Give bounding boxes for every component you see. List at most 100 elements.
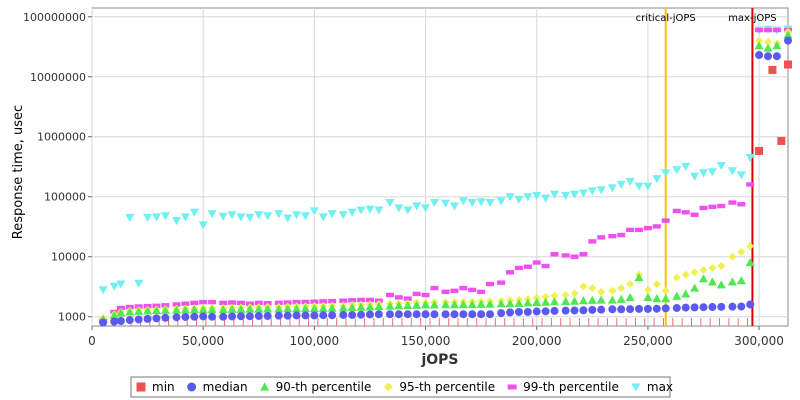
data-point xyxy=(110,317,119,326)
data-point xyxy=(365,297,374,303)
data-point xyxy=(745,153,755,163)
data-point xyxy=(394,204,404,213)
data-point xyxy=(561,191,571,200)
data-point xyxy=(403,206,413,215)
data-point xyxy=(643,182,653,191)
data-point xyxy=(768,65,777,74)
data-point xyxy=(746,182,755,187)
data-point xyxy=(736,171,746,180)
data-point xyxy=(652,280,661,289)
data-point xyxy=(541,263,550,269)
x-tick-label: 250,000 xyxy=(623,334,673,348)
data-point xyxy=(550,190,560,199)
data-point xyxy=(429,198,439,208)
data-point xyxy=(523,193,533,202)
data-point xyxy=(690,268,699,277)
data-point xyxy=(716,162,726,171)
data-point xyxy=(477,310,486,319)
data-point xyxy=(541,307,550,316)
x-tick-label: 100,000 xyxy=(290,334,340,348)
data-point xyxy=(468,287,477,293)
data-point xyxy=(227,304,237,313)
data-point xyxy=(672,166,682,175)
data-point xyxy=(328,298,337,304)
data-point xyxy=(467,299,477,309)
y-tick-label: 100000 xyxy=(44,191,86,204)
x-axis-ticks: 0 50,000 100,000 150,000 200,000 250,000 300,0… xyxy=(88,326,784,348)
data-points xyxy=(98,25,793,327)
data-point xyxy=(160,212,170,221)
data-point xyxy=(497,309,506,318)
data-point xyxy=(476,299,486,308)
y-axis-ticks: 1000 10000 100000 1000000 10000000 100000000 xyxy=(23,11,92,324)
data-point xyxy=(728,302,737,311)
data-point xyxy=(616,294,626,303)
data-point xyxy=(506,308,515,317)
data-point xyxy=(199,299,208,305)
data-point xyxy=(727,277,737,286)
data-point xyxy=(690,212,699,217)
data-point xyxy=(403,296,412,301)
data-point xyxy=(468,310,477,319)
data-point xyxy=(690,172,700,181)
data-point xyxy=(228,312,237,321)
data-point xyxy=(755,146,764,155)
data-point xyxy=(476,198,486,207)
data-point xyxy=(356,302,366,311)
data-point xyxy=(198,221,208,230)
data-point xyxy=(403,310,412,319)
data-point xyxy=(736,276,746,285)
data-point xyxy=(449,202,459,211)
data-point xyxy=(430,285,439,291)
data-point xyxy=(347,303,357,312)
data-point xyxy=(570,306,579,315)
data-point xyxy=(506,270,515,275)
data-point xyxy=(274,311,283,320)
data-point xyxy=(643,292,653,301)
grid-lines xyxy=(91,8,788,326)
data-point xyxy=(403,300,413,310)
data-point xyxy=(717,302,726,311)
data-point xyxy=(190,300,199,306)
legend-marker xyxy=(136,382,146,392)
data-point xyxy=(385,292,394,298)
data-point xyxy=(514,195,524,204)
data-point xyxy=(125,307,135,316)
data-point xyxy=(219,312,228,321)
data-point xyxy=(561,296,571,305)
data-point xyxy=(227,211,237,220)
data-point xyxy=(699,205,708,211)
data-point xyxy=(421,204,431,213)
data-point xyxy=(116,280,126,289)
data-point xyxy=(365,205,375,214)
legend-label: 99-th percentile xyxy=(523,380,619,394)
data-point xyxy=(550,291,559,300)
data-point xyxy=(578,189,588,198)
data-point xyxy=(496,197,506,206)
data-point xyxy=(236,213,246,222)
data-point xyxy=(292,299,301,305)
data-point xyxy=(218,212,228,221)
data-point xyxy=(626,227,635,233)
plot-area xyxy=(91,7,789,327)
data-point xyxy=(661,169,671,178)
data-point xyxy=(385,198,395,208)
x-tick-label: 0 xyxy=(88,334,96,348)
data-point xyxy=(570,296,580,305)
data-point xyxy=(219,300,228,306)
data-point xyxy=(505,193,515,202)
data-point xyxy=(301,299,310,305)
data-point xyxy=(134,306,144,315)
data-point xyxy=(171,305,181,314)
data-point xyxy=(172,313,181,322)
data-point xyxy=(587,295,597,304)
data-point xyxy=(441,199,451,208)
data-point xyxy=(777,136,786,145)
data-point xyxy=(541,297,551,306)
data-point xyxy=(116,316,125,325)
data-point xyxy=(570,190,580,199)
data-point xyxy=(514,307,523,316)
data-point xyxy=(699,303,708,312)
data-point xyxy=(421,300,431,309)
data-point xyxy=(339,310,348,319)
